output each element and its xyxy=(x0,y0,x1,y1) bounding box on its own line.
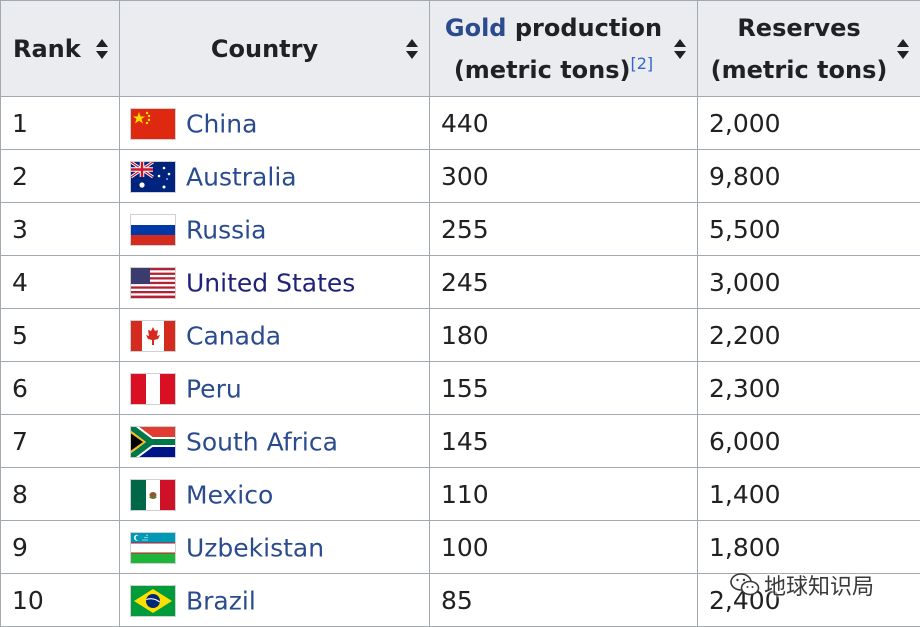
reserves-cell: 2,000 xyxy=(698,97,920,150)
country-cell: China xyxy=(120,97,430,150)
mexico-flag-icon[interactable] xyxy=(131,480,175,510)
production-cell: 300 xyxy=(430,150,698,203)
production-cell: 245 xyxy=(430,256,698,309)
country-cell: Uzbekistan xyxy=(120,521,430,574)
reference-link[interactable]: [2] xyxy=(631,54,654,73)
production-cell: 440 xyxy=(430,97,698,150)
reserves-cell: 2,300 xyxy=(698,362,920,415)
sort-arrows-icon[interactable] xyxy=(673,38,687,60)
production-cell: 255 xyxy=(430,203,698,256)
table-row: 4 United States 245 3,000 xyxy=(1,256,920,309)
country-link-uzbekistan[interactable]: Uzbekistan xyxy=(186,533,324,562)
country-cell: Australia xyxy=(120,150,430,203)
country-cell: Brazil xyxy=(120,574,430,627)
reserves-header[interactable]: Reserves (metric tons) xyxy=(698,1,920,97)
rank-header[interactable]: Rank xyxy=(1,1,120,97)
production-cell: 110 xyxy=(430,468,698,521)
production-cell: 85 xyxy=(430,574,698,627)
production-header-label: production xyxy=(506,14,662,42)
country-link-south-africa[interactable]: South Africa xyxy=(186,427,338,456)
table-row: 3 Russia 255 5,500 xyxy=(1,203,920,256)
table-row: 7 South Africa 145 6,000 xyxy=(1,415,920,468)
reserves-unit-label: (metric tons) xyxy=(711,56,888,84)
country-link-united-states[interactable]: United States xyxy=(186,268,355,297)
rank-cell: 6 xyxy=(1,362,120,415)
country-link-australia[interactable]: Australia xyxy=(186,162,297,191)
country-cell: Mexico xyxy=(120,468,430,521)
production-cell: 145 xyxy=(430,415,698,468)
table-row: 5 Canada 180 2,200 xyxy=(1,309,920,362)
reserves-cell: 5,500 xyxy=(698,203,920,256)
rank-cell: 2 xyxy=(1,150,120,203)
rank-cell: 5 xyxy=(1,309,120,362)
country-cell: United States xyxy=(120,256,430,309)
rank-cell: 3 xyxy=(1,203,120,256)
sort-arrows-icon[interactable] xyxy=(405,38,419,60)
gold-link[interactable]: Gold xyxy=(445,14,507,42)
rank-cell: 10 xyxy=(1,574,120,627)
reserves-header-label: Reserves xyxy=(737,14,860,42)
rank-cell: 7 xyxy=(1,415,120,468)
country-link-peru[interactable]: Peru xyxy=(186,374,242,403)
uzbekistan-flag-icon[interactable] xyxy=(131,533,175,563)
country-link-brazil[interactable]: Brazil xyxy=(186,586,256,615)
production-header[interactable]: Gold production (metric tons)[2] xyxy=(430,1,698,97)
reserves-cell: 2,200 xyxy=(698,309,920,362)
country-link-mexico[interactable]: Mexico xyxy=(186,480,273,509)
australia-flag-icon[interactable] xyxy=(131,162,175,192)
rank-cell: 4 xyxy=(1,256,120,309)
production-cell: 180 xyxy=(430,309,698,362)
wechat-icon xyxy=(730,572,760,598)
sort-arrows-icon[interactable] xyxy=(896,38,910,60)
rank-cell: 8 xyxy=(1,468,120,521)
reserves-cell: 1,800 xyxy=(698,521,920,574)
watermark-text: 地球知识局 xyxy=(764,569,874,601)
china-flag-icon[interactable] xyxy=(131,109,175,139)
table-row: 2 Australia 300 9,800 xyxy=(1,150,920,203)
sort-arrows-icon[interactable] xyxy=(95,38,109,60)
country-link-russia[interactable]: Russia xyxy=(186,215,266,244)
reserves-cell: 9,800 xyxy=(698,150,920,203)
russia-flag-icon[interactable] xyxy=(131,215,175,245)
table-row: 6 Peru 155 2,300 xyxy=(1,362,920,415)
reserves-cell: 6,000 xyxy=(698,415,920,468)
country-link-canada[interactable]: Canada xyxy=(186,321,281,350)
rank-header-label: Rank xyxy=(13,35,81,63)
rank-cell: 9 xyxy=(1,521,120,574)
reserves-cell: 1,400 xyxy=(698,468,920,521)
canada-flag-icon[interactable] xyxy=(131,321,175,351)
country-link-china[interactable]: China xyxy=(186,109,257,138)
table-row: 1 China 440 2,000 xyxy=(1,97,920,150)
production-cell: 100 xyxy=(430,521,698,574)
country-header[interactable]: Country xyxy=(120,1,430,97)
production-cell: 155 xyxy=(430,362,698,415)
country-cell: Canada xyxy=(120,309,430,362)
south-africa-flag-icon[interactable] xyxy=(131,427,175,457)
table-row: 9 Uzbekistan 100 1,800 xyxy=(1,521,920,574)
country-cell: Russia xyxy=(120,203,430,256)
country-cell: Peru xyxy=(120,362,430,415)
country-cell: South Africa xyxy=(120,415,430,468)
brazil-flag-icon[interactable] xyxy=(131,586,175,616)
watermark: 地球知识局 xyxy=(730,568,874,602)
rank-cell: 1 xyxy=(1,97,120,150)
country-header-label: Country xyxy=(211,35,318,63)
production-unit-label: (metric tons) xyxy=(454,56,631,84)
usa-flag-icon[interactable] xyxy=(131,268,175,298)
table-row: 8 Mexico 110 1,400 xyxy=(1,468,920,521)
peru-flag-icon[interactable] xyxy=(131,374,175,404)
header-row: Rank Country Gold production (metric ton… xyxy=(1,1,920,97)
reserves-cell: 3,000 xyxy=(698,256,920,309)
